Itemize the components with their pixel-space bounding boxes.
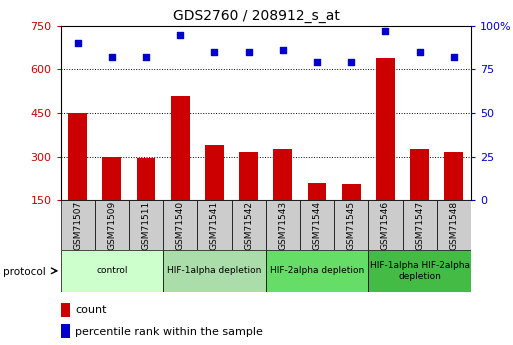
Bar — [300, 200, 334, 250]
Text: HIF-2alpha depletion: HIF-2alpha depletion — [270, 266, 364, 275]
Text: GDS2760 / 208912_s_at: GDS2760 / 208912_s_at — [173, 9, 340, 23]
Point — [381, 28, 389, 34]
Bar — [403, 200, 437, 250]
Point — [142, 55, 150, 60]
Bar — [61, 324, 70, 338]
Bar — [266, 200, 300, 250]
Text: control: control — [96, 266, 128, 275]
Text: percentile rank within the sample: percentile rank within the sample — [75, 327, 263, 337]
Bar — [410, 149, 429, 244]
Bar — [103, 157, 121, 244]
Text: GSM71543: GSM71543 — [279, 200, 287, 250]
Bar — [163, 250, 266, 292]
Point — [108, 55, 116, 60]
Text: GSM71540: GSM71540 — [176, 200, 185, 250]
Text: count: count — [75, 305, 106, 315]
Bar — [231, 200, 266, 250]
Text: protocol: protocol — [3, 267, 45, 276]
Bar — [205, 145, 224, 244]
Text: GSM71542: GSM71542 — [244, 200, 253, 250]
Bar — [61, 200, 95, 250]
Bar — [95, 200, 129, 250]
Text: HIF-1alpha HIF-2alpha
depletion: HIF-1alpha HIF-2alpha depletion — [370, 261, 469, 280]
Bar — [273, 149, 292, 244]
Point — [245, 49, 253, 55]
Bar — [239, 152, 258, 244]
Point — [73, 41, 82, 46]
Point — [450, 55, 458, 60]
Text: GSM71507: GSM71507 — [73, 200, 82, 250]
Point — [416, 49, 424, 55]
Bar — [368, 200, 403, 250]
Text: GSM71541: GSM71541 — [210, 200, 219, 250]
Text: HIF-1alpha depletion: HIF-1alpha depletion — [167, 266, 262, 275]
Bar — [444, 152, 463, 244]
Bar — [368, 250, 471, 292]
Bar — [266, 250, 368, 292]
Text: GSM71544: GSM71544 — [312, 200, 322, 250]
Bar — [129, 200, 163, 250]
Bar — [334, 200, 368, 250]
Point — [176, 32, 184, 37]
Point — [210, 49, 219, 55]
Bar — [198, 200, 231, 250]
Bar — [376, 58, 395, 244]
Bar — [342, 184, 361, 244]
Bar — [136, 158, 155, 244]
Text: GSM71546: GSM71546 — [381, 200, 390, 250]
Bar — [163, 200, 198, 250]
Point — [313, 60, 321, 65]
Text: GSM71509: GSM71509 — [107, 200, 116, 250]
Bar — [437, 200, 471, 250]
Text: GSM71547: GSM71547 — [415, 200, 424, 250]
Bar — [171, 96, 190, 244]
Text: GSM71548: GSM71548 — [449, 200, 458, 250]
Bar — [308, 183, 326, 244]
Text: GSM71511: GSM71511 — [142, 200, 150, 250]
Point — [347, 60, 356, 65]
Bar — [61, 250, 163, 292]
Bar — [61, 303, 70, 317]
Bar — [68, 113, 87, 244]
Point — [279, 48, 287, 53]
Text: GSM71545: GSM71545 — [347, 200, 356, 250]
